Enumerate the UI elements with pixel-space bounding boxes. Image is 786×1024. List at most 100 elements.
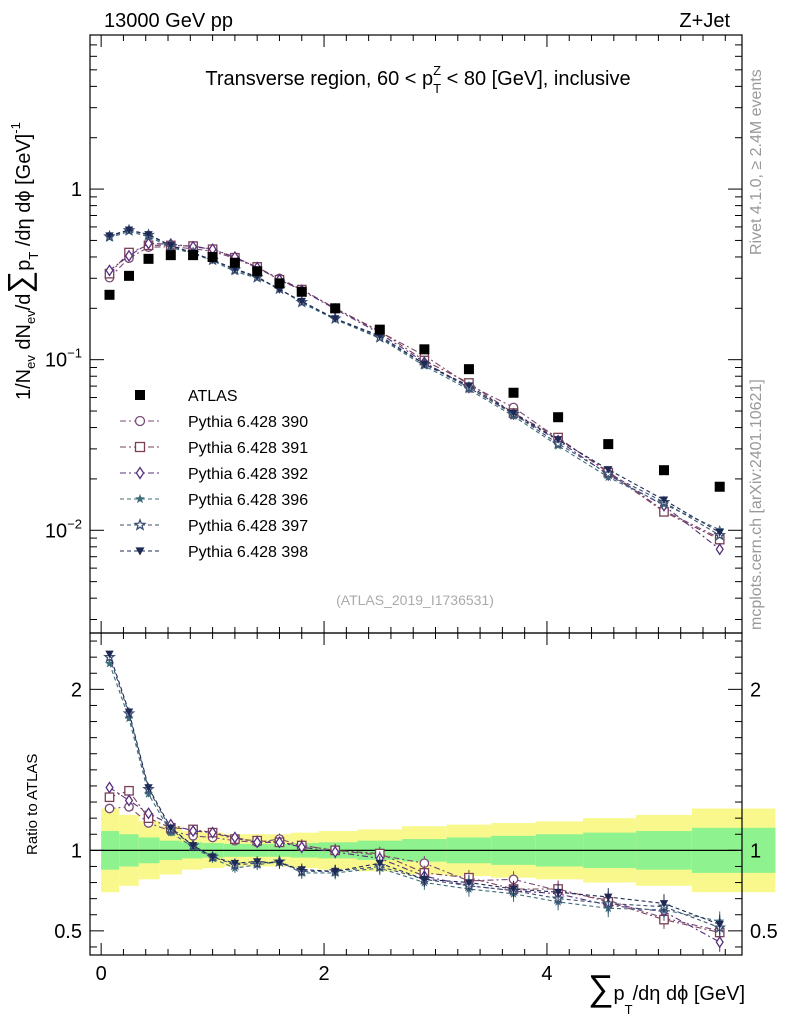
y-tick-label: 10−1 <box>45 346 82 372</box>
atlas-data-point <box>553 412 564 423</box>
series-398-ratio-point <box>166 824 176 833</box>
series-392-ratio-point <box>230 831 240 844</box>
series-392-ratio-point <box>253 836 262 849</box>
ratio-y-tick-label: 2 <box>71 679 82 701</box>
atlas-data-point <box>374 324 385 335</box>
series-392-main-point <box>105 264 114 277</box>
atlas-data-point <box>104 289 115 300</box>
series-398-ratio-point <box>252 858 262 866</box>
series-392-ratio-point <box>715 935 724 949</box>
series-398-ratio-point <box>144 784 153 792</box>
series-398-main-point <box>509 409 518 418</box>
series-398-ratio-point <box>375 859 384 868</box>
legend-397-label: Pythia 6.428 397 <box>188 518 308 535</box>
header-right: Z+Jet <box>679 10 730 32</box>
series-398-main-point <box>604 466 613 474</box>
series-398-ratio-point <box>330 867 340 876</box>
atlas-data-point <box>658 465 669 476</box>
series-392-main-point <box>715 543 724 556</box>
series-398-main-point <box>297 297 306 306</box>
series-392-ratio-point <box>275 836 284 849</box>
atlas-data-point <box>229 257 240 268</box>
series-398-ratio-point <box>230 859 240 868</box>
legend-marker-atlas <box>135 390 145 400</box>
series-398-main-point <box>659 496 669 505</box>
legend-396-label: Pythia 6.428 396 <box>188 492 308 509</box>
atlas-data-point <box>252 266 263 277</box>
series-398-ratio-point <box>188 842 198 850</box>
series-398-main-point <box>464 382 474 390</box>
xlabel: ∑pT/dη dϕ [GeV] <box>588 967 745 1017</box>
rivet-label: Rivet 4.1.0, ≥ 2.4M events <box>748 69 765 255</box>
ratio-y-tick-label-right: 2 <box>750 679 761 701</box>
ratio-y-tick-label: 0.5 <box>54 921 82 943</box>
series-398-ratio-point <box>464 879 474 887</box>
axes-layer: 0 2 4 1 10−1 10−2 0.5 0.5 1 1 2 2 <box>45 34 778 985</box>
x-tick-label: 2 <box>318 963 329 985</box>
series-398-ratio-point <box>553 888 563 897</box>
series-396-ratio-line <box>108 663 720 922</box>
series-396-ratio-point <box>143 789 154 798</box>
legend-398-label: Pythia 6.428 398 <box>188 544 308 561</box>
main-ylabel: 1/Nev dNev/d∑pT /dη dϕ [GeV]-1 <box>1 122 41 400</box>
y-tick-label: 10−2 <box>45 516 82 542</box>
series-392-ratio-point <box>331 845 340 859</box>
series-396-ratio-point <box>104 658 115 668</box>
series-398-ratio-point <box>715 921 724 929</box>
series-392-ratio-point <box>144 807 153 820</box>
series-398-main-point <box>420 360 429 369</box>
series-398-ratio-point <box>208 853 217 861</box>
atlas-data-point <box>296 286 307 297</box>
series-397-ratio-line <box>108 656 720 929</box>
series-398-ratio-point <box>420 875 429 884</box>
atlas-data-point <box>274 278 285 289</box>
main-series-layer <box>103 223 727 556</box>
atlas-data-point <box>419 344 430 355</box>
series-392-main-point <box>124 249 134 263</box>
header-left: 13000 GeV pp <box>104 10 233 32</box>
atlas-data-point <box>508 387 519 398</box>
atlas-data-point <box>463 364 474 375</box>
series-391-ratio-point <box>104 792 115 803</box>
series-398-main-point <box>330 315 340 323</box>
series-398-ratio-point <box>105 650 114 659</box>
series-398-ratio-line <box>108 653 720 925</box>
series-398-ratio-point <box>297 866 306 874</box>
series-398-ratio-point <box>124 708 134 717</box>
atlas-data-point <box>143 253 154 264</box>
analysis-watermark: (ATLAS_2019_I1736531) <box>336 592 494 608</box>
series-396-ratio-point <box>124 713 134 723</box>
series-397-main-line <box>109 229 720 536</box>
series-398-ratio-point <box>509 885 518 894</box>
legend-396-marker <box>135 493 145 504</box>
series-398-main-point <box>144 231 153 239</box>
legend: ATLAS Pythia 6.428 390 Pythia 6.428 391 Pyt… <box>120 388 308 561</box>
ratio-y-tick-label: 1 <box>71 840 82 862</box>
legend-392-label: Pythia 6.428 392 <box>188 466 308 483</box>
series-391-ratio-point <box>124 785 134 796</box>
series-392-ratio-point <box>297 840 306 854</box>
atlas-data-point <box>714 481 725 492</box>
series-398-ratio-point <box>659 900 669 908</box>
atlas-data-point <box>165 250 176 261</box>
ratio-y-tick-label-right: 1 <box>750 840 761 862</box>
legend-390-label: Pythia 6.428 390 <box>188 414 308 431</box>
x-tick-label: 4 <box>541 963 552 985</box>
atlas-data-point <box>188 250 199 261</box>
legend-392-marker <box>135 466 145 480</box>
legend-397-marker <box>133 517 147 531</box>
chart-title: Transverse region, 60 < pZ T < 80 [GeV], … <box>205 63 630 96</box>
legend-390-marker <box>134 415 146 427</box>
legend-391-label: Pythia 6.428 391 <box>188 440 308 457</box>
series-392-ratio-point <box>124 794 134 807</box>
series-390-ratio-point <box>104 803 115 814</box>
series-398-main-point <box>105 232 114 240</box>
y-tick-label: 1 <box>71 179 82 201</box>
series-392-ratio-point <box>188 824 198 838</box>
series-392-main-point <box>144 237 153 250</box>
legend-398-marker <box>135 547 145 556</box>
atlas-data-point <box>603 439 614 450</box>
ratio-y-tick-label-right: 0.5 <box>750 921 778 943</box>
ratio-frame <box>89 632 743 956</box>
